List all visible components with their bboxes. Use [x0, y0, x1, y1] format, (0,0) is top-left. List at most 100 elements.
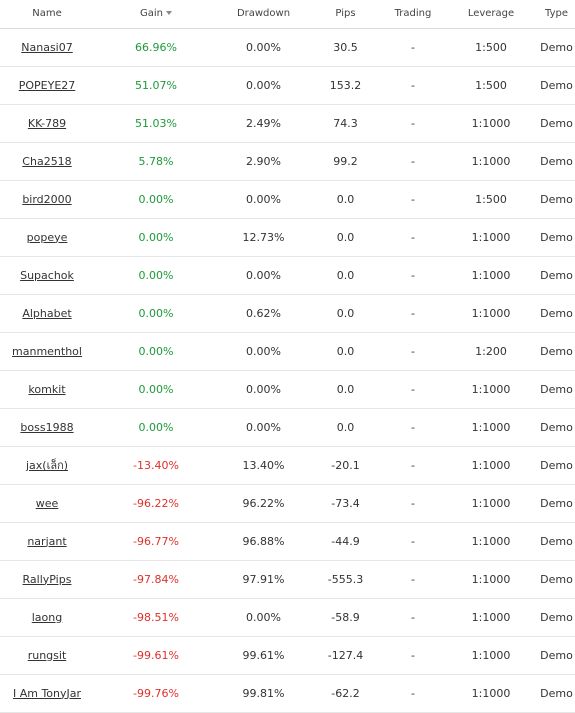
cell-type: Demo — [538, 294, 575, 333]
trader-name-link[interactable]: rungsit — [27, 648, 67, 662]
cell-name: Cha2518 — [0, 142, 94, 181]
cell-drawdown: 0.00% — [218, 28, 309, 67]
cell-gain: 0.00% — [94, 332, 218, 371]
cell-trading: - — [382, 560, 444, 599]
table-row: rungsit -99.61% 99.61% -127.4-1:1000 Demo — [0, 636, 575, 675]
cell-gain: 5.78% — [94, 142, 218, 181]
trader-name-link[interactable]: laong — [31, 610, 63, 624]
cell-leverage: 1:1000 — [444, 104, 538, 143]
cell-gain: 0.00% — [94, 256, 218, 295]
column-header-leverage[interactable]: Leverage — [444, 0, 538, 29]
cell-pips: 0.0 — [309, 180, 382, 219]
cell-name: RallyPips — [0, 560, 94, 599]
cell-name: KK-789 — [0, 104, 94, 143]
cell-type: Demo — [538, 560, 575, 599]
cell-leverage: 1:1000 — [444, 408, 538, 447]
cell-drawdown: 96.88% — [218, 522, 309, 561]
cell-name: jax(เล็ก) — [0, 446, 94, 485]
cell-type: Demo — [538, 598, 575, 637]
cell-drawdown: 0.00% — [218, 370, 309, 409]
column-header-type[interactable]: Type — [538, 0, 575, 29]
cell-trading: - — [382, 674, 444, 713]
cell-pips: 99.2 — [309, 142, 382, 181]
cell-trading: - — [382, 180, 444, 219]
trader-name-link[interactable]: KK-789 — [27, 116, 67, 130]
cell-gain: 0.00% — [94, 294, 218, 333]
table-row: RallyPips -97.84% 97.91% -555.3-1:1000 Demo — [0, 560, 575, 599]
trader-name-link[interactable]: I Am TonyJar — [12, 686, 82, 700]
cell-pips: -20.1 — [309, 446, 382, 485]
cell-drawdown: 12.73% — [218, 218, 309, 257]
cell-pips: -73.4 — [309, 484, 382, 523]
trader-name-link[interactable]: narjant — [27, 534, 67, 548]
cell-type: Demo — [538, 522, 575, 561]
cell-leverage: 1:1000 — [444, 522, 538, 561]
cell-trading: - — [382, 256, 444, 295]
cell-gain: 0.00% — [94, 180, 218, 219]
trader-name-link[interactable]: wee — [35, 496, 59, 510]
cell-gain: 66.96% — [94, 28, 218, 67]
cell-pips: 0.0 — [309, 408, 382, 447]
cell-name: manmenthol — [0, 332, 94, 371]
cell-trading: - — [382, 104, 444, 143]
cell-gain: -98.51% — [94, 598, 218, 637]
table-body: Nanasi07 66.96% 0.00% 30.5-1:500 Demo POPEYE2… — [0, 28, 575, 713]
cell-name: wee — [0, 484, 94, 523]
trader-name-link[interactable]: Alphabet — [22, 306, 72, 320]
trader-name-link[interactable]: POPEYE27 — [18, 78, 76, 92]
cell-trading: - — [382, 370, 444, 409]
cell-name: narjant — [0, 522, 94, 561]
trader-name-link[interactable]: jax(เล็ก) — [25, 459, 69, 472]
cell-type: Demo — [538, 180, 575, 219]
cell-name: POPEYE27 — [0, 66, 94, 105]
column-header-drawdown[interactable]: Drawdown — [218, 0, 309, 29]
table-row: jax(เล็ก) -13.40% 13.40% -20.1-1:1000 Demo — [0, 446, 575, 485]
cell-leverage: 1:1000 — [444, 560, 538, 599]
cell-leverage: 1:1000 — [444, 294, 538, 333]
cell-gain: 0.00% — [94, 408, 218, 447]
trader-name-link[interactable]: Supachok — [20, 268, 74, 282]
cell-type: Demo — [538, 446, 575, 485]
table-row: Supachok 0.00% 0.00% 0.0-1:1000 Demo — [0, 256, 575, 295]
trader-name-link[interactable]: komkit — [28, 382, 66, 396]
column-header-pips[interactable]: Pips — [309, 0, 382, 29]
cell-trading: - — [382, 484, 444, 523]
cell-leverage: 1:500 — [444, 180, 538, 219]
cell-leverage: 1:1000 — [444, 256, 538, 295]
trader-name-link[interactable]: popeye — [26, 230, 68, 244]
cell-type: Demo — [538, 370, 575, 409]
cell-drawdown: 0.62% — [218, 294, 309, 333]
column-header-name[interactable]: Name — [0, 0, 94, 29]
cell-gain: -99.61% — [94, 636, 218, 675]
cell-leverage: 1:1000 — [444, 484, 538, 523]
table-row: Nanasi07 66.96% 0.00% 30.5-1:500 Demo — [0, 28, 575, 67]
table-row: popeye 0.00% 12.73% 0.0-1:1000 Demo — [0, 218, 575, 257]
cell-drawdown: 2.90% — [218, 142, 309, 181]
table-row: komkit 0.00% 0.00% 0.0-1:1000 Demo — [0, 370, 575, 409]
table-row: Cha2518 5.78% 2.90% 99.2-1:1000 Demo — [0, 142, 575, 181]
cell-type: Demo — [538, 66, 575, 105]
cell-gain: -96.77% — [94, 522, 218, 561]
trader-name-link[interactable]: manmenthol — [12, 344, 82, 358]
cell-name: Alphabet — [0, 294, 94, 333]
trader-name-link[interactable]: boss1988 — [20, 420, 74, 434]
cell-type: Demo — [538, 28, 575, 67]
trader-name-link[interactable]: RallyPips — [22, 572, 72, 586]
column-header-trading[interactable]: Trading — [382, 0, 444, 29]
cell-trading: - — [382, 446, 444, 485]
cell-drawdown: 13.40% — [218, 446, 309, 485]
cell-leverage: 1:1000 — [444, 636, 538, 675]
cell-trading: - — [382, 522, 444, 561]
cell-drawdown: 0.00% — [218, 598, 309, 637]
trader-name-link[interactable]: Cha2518 — [22, 154, 72, 168]
cell-name: Nanasi07 — [0, 28, 94, 67]
trader-name-link[interactable]: bird2000 — [22, 192, 72, 206]
trader-name-link[interactable]: Nanasi07 — [21, 40, 73, 54]
cell-type: Demo — [538, 218, 575, 257]
cell-drawdown: 0.00% — [218, 332, 309, 371]
cell-type: Demo — [538, 408, 575, 447]
column-header-gain[interactable]: Gain — [94, 0, 218, 29]
cell-leverage: 1:1000 — [444, 218, 538, 257]
cell-trading: - — [382, 142, 444, 181]
